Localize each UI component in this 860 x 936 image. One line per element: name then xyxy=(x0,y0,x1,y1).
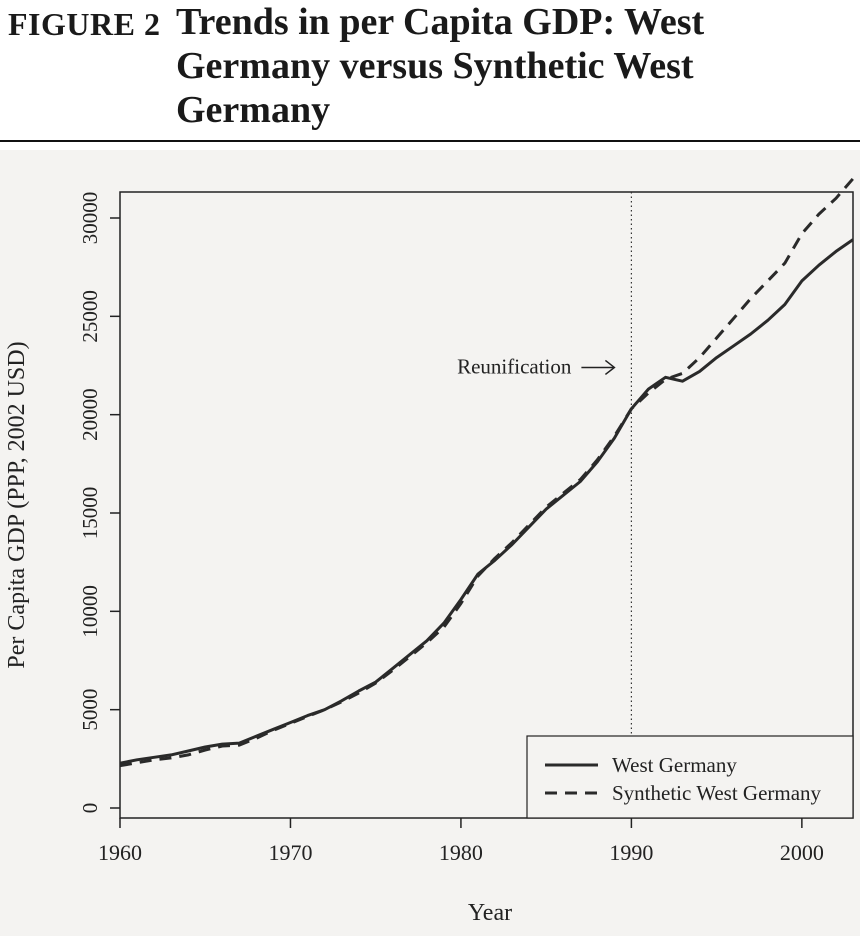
header-rule xyxy=(0,140,860,142)
plot-frame xyxy=(119,191,854,819)
series-synthetic-west-germany-line xyxy=(119,177,855,768)
y-tick-label: 20000 xyxy=(78,388,102,441)
x-tick-label: 1960 xyxy=(98,840,142,865)
figure-header: FIGURE 2 Trends in per Capita GDP: West … xyxy=(0,0,860,150)
reunification-label: Reunification xyxy=(457,354,572,378)
x-tick-label: 1990 xyxy=(609,840,653,865)
y-tick-label: 15000 xyxy=(78,487,102,540)
series-group xyxy=(119,177,855,768)
y-tick-label: 10000 xyxy=(78,585,102,638)
legend: West Germany Synthetic West Germany xyxy=(526,735,854,819)
y-tick-label: 25000 xyxy=(78,290,102,343)
y-axis: 0 5000 10000 15000 20000 25000 30000 xyxy=(78,192,120,814)
y-tick-label: 30000 xyxy=(78,192,102,245)
figure-title: Trends in per Capita GDP: West Germany v… xyxy=(176,1,705,131)
x-tick-label: 1980 xyxy=(439,840,483,865)
y-axis-label: Per Capita GDP (PPP, 2002 USD) xyxy=(4,341,30,668)
y-tick-label: 0 xyxy=(78,803,102,814)
x-tick-label: 1970 xyxy=(268,840,312,865)
x-axis-label: Year xyxy=(468,900,512,926)
legend-label-synthetic-west-germany: Synthetic West Germany xyxy=(612,781,822,805)
y-tick-label: 5000 xyxy=(78,689,102,731)
figure-label: FIGURE 2 xyxy=(8,6,161,42)
reunification-annotation: Reunification xyxy=(457,354,616,378)
x-tick-label: 2000 xyxy=(780,840,824,865)
x-axis: 1960 1970 1980 1990 2000 xyxy=(98,818,824,865)
legend-label-west-germany: West Germany xyxy=(612,753,737,777)
reunification-arrow-head xyxy=(604,359,616,376)
series-west-germany-line xyxy=(119,238,854,765)
legend-box xyxy=(526,735,854,819)
